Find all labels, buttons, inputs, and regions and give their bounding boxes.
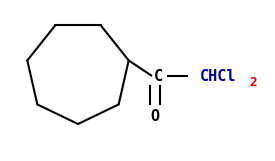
Text: 2: 2 bbox=[249, 76, 257, 89]
Text: CHCl: CHCl bbox=[200, 68, 236, 84]
Text: O: O bbox=[150, 109, 160, 123]
Text: C: C bbox=[153, 68, 163, 84]
